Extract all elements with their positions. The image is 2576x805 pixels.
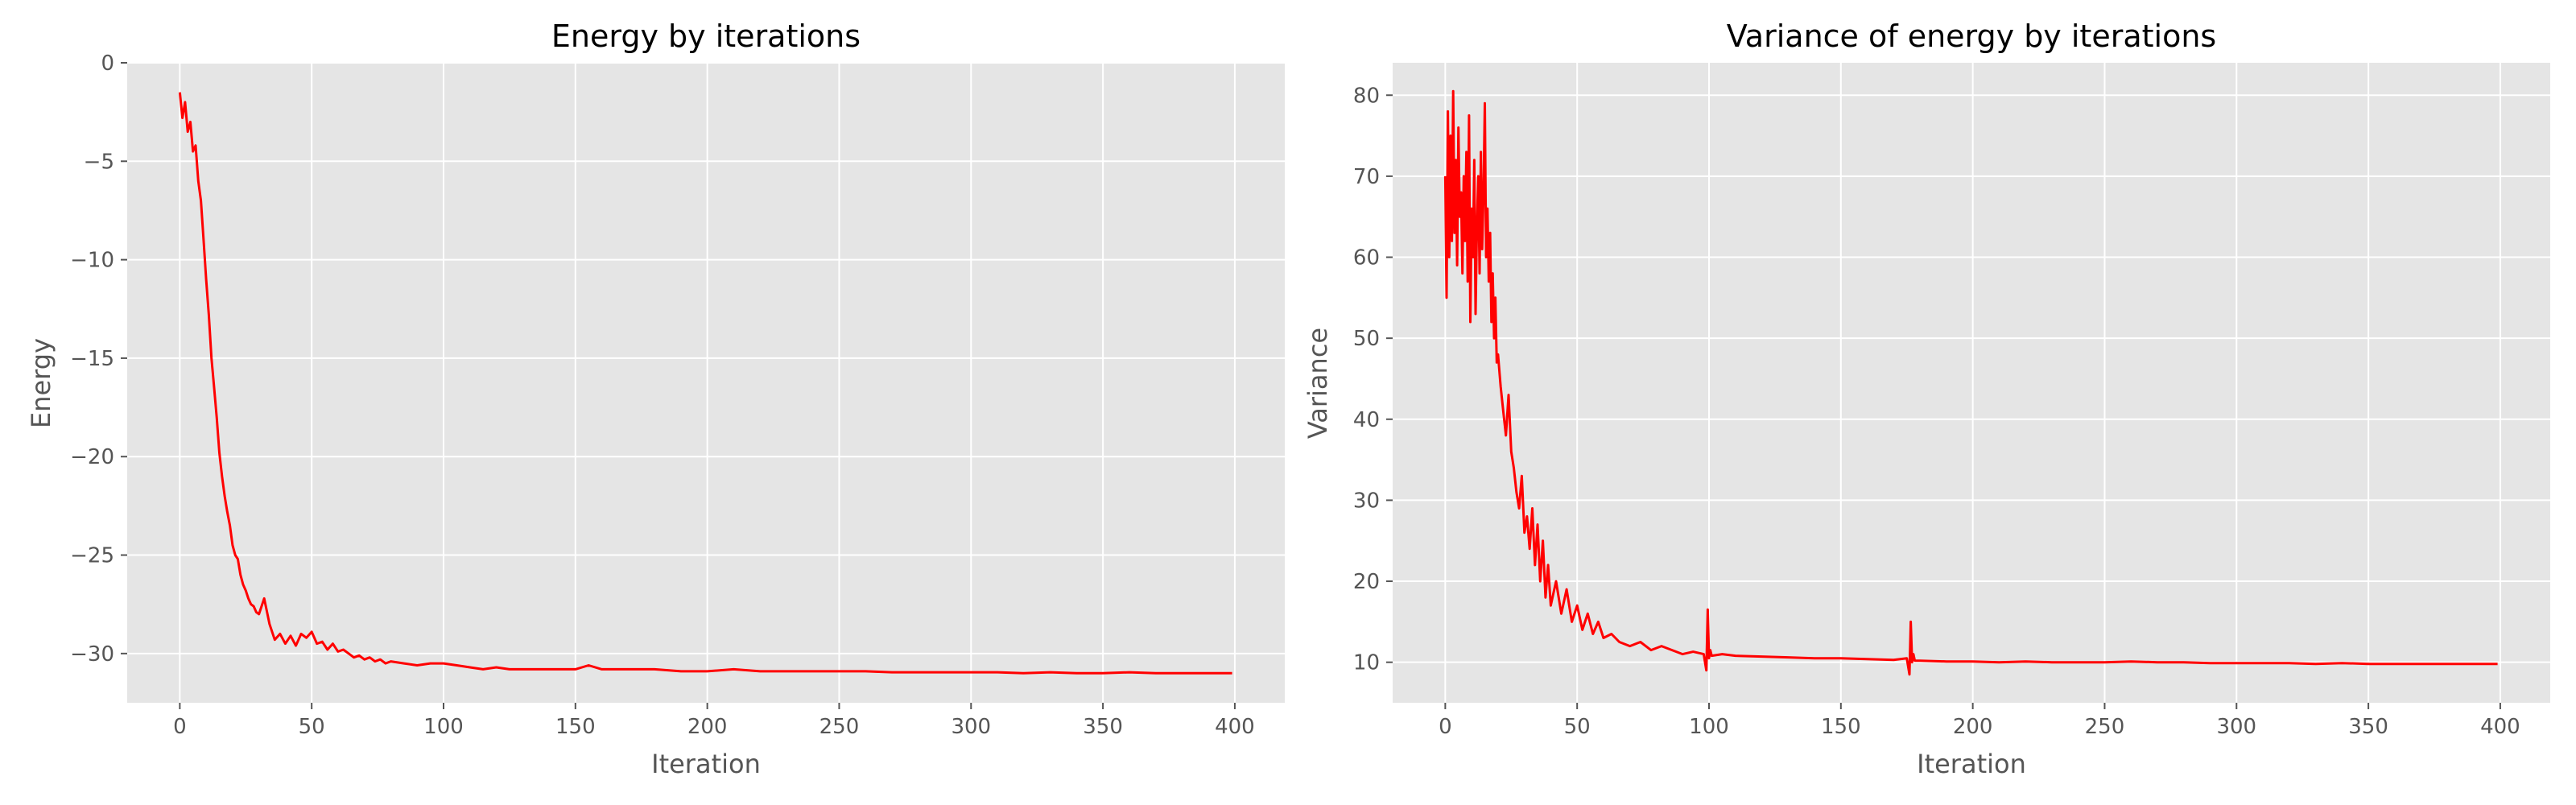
variance-y-tick-label: 80: [1353, 84, 1380, 108]
energy-plot-area: [127, 63, 1285, 703]
variance-y-tick-label: 60: [1353, 246, 1380, 270]
energy-x-tick-label: 300: [951, 715, 991, 739]
energy-x-tick-label: 350: [1083, 715, 1123, 739]
variance-ticks: 0 50 100 150 200 250 300 350 400 10 20 30 40 50 60 70 80: [1353, 84, 2520, 739]
variance-x-tick-label: 300: [2216, 715, 2256, 739]
variance-x-tick-label: 50: [1564, 715, 1591, 739]
energy-x-tick-label: 250: [819, 715, 860, 739]
energy-x-tick-label: 400: [1215, 715, 1255, 739]
variance-grid: [1393, 63, 2550, 703]
variance-chart-title: Variance of energy by iterations: [1727, 19, 2216, 54]
energy-y-axis-label: Energy: [26, 338, 56, 428]
variance-y-tick-label: 20: [1353, 570, 1380, 594]
variance-x-axis-label: Iteration: [1917, 749, 2026, 779]
energy-x-tick-label: 150: [555, 715, 596, 739]
energy-chart: 0 50 100 150 200 250 300 350 400 −30 −25 −20 −15 −10 −…: [26, 19, 1285, 779]
variance-y-tick-label: 50: [1353, 327, 1380, 351]
variance-line: [1443, 89, 2498, 676]
variance-x-tick-label: 200: [1953, 715, 1993, 739]
energy-x-tick-label: 100: [423, 715, 464, 739]
energy-x-tick-label: 50: [299, 715, 325, 739]
variance-y-tick-label: 10: [1353, 651, 1380, 675]
variance-x-tick-label: 250: [2085, 715, 2125, 739]
energy-y-tick-label: −20: [70, 445, 114, 469]
variance-y-axis-label: Variance: [1302, 328, 1333, 439]
variance-plot-area: [1393, 63, 2550, 703]
energy-x-tick-label: 200: [687, 715, 728, 739]
energy-y-tick-label: 0: [101, 52, 114, 76]
energy-y-tick-label: −30: [70, 642, 114, 667]
variance-y-tick-label: 30: [1353, 489, 1380, 513]
energy-ticks: 0 50 100 150 200 250 300 350 400 −30 −25 −20 −15 −10 −…: [70, 52, 1255, 739]
energy-y-tick-label: −25: [70, 544, 114, 568]
variance-x-tick-label: 350: [2348, 715, 2388, 739]
energy-x-axis-label: Iteration: [651, 749, 761, 779]
energy-x-tick-label: 0: [173, 715, 187, 739]
energy-chart-title: Energy by iterations: [551, 19, 861, 54]
variance-x-tick-label: 0: [1439, 715, 1452, 739]
variance-x-tick-label: 100: [1689, 715, 1729, 739]
variance-chart: 0 50 100 150 200 250 300 350 400 10 20 30 40 50 60 70 80…: [1302, 19, 2550, 779]
variance-x-tick-label: 400: [2480, 715, 2520, 739]
energy-y-tick-label: −15: [70, 347, 114, 371]
energy-y-tick-label: −5: [84, 150, 114, 174]
energy-grid: [127, 62, 1285, 703]
variance-y-tick-label: 70: [1353, 165, 1380, 189]
energy-line: [178, 92, 1232, 675]
variance-x-tick-label: 150: [1821, 715, 1861, 739]
variance-y-tick-label: 40: [1353, 408, 1380, 432]
energy-y-tick-label: −10: [70, 249, 114, 273]
